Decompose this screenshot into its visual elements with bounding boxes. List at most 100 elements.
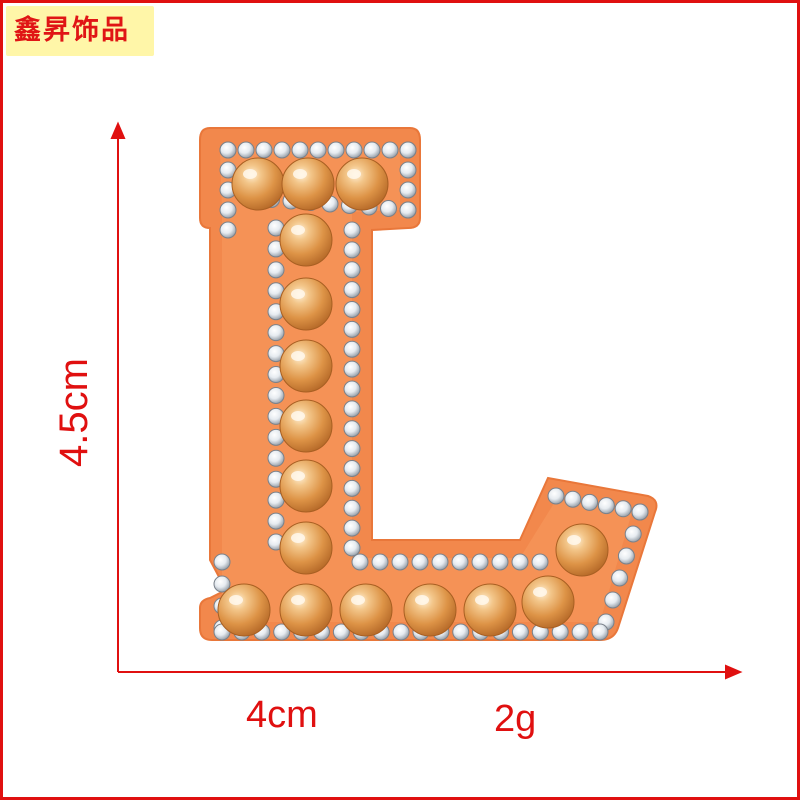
rhinestone [291,141,309,159]
pearl-highlight [475,595,489,605]
pearl-highlight [291,289,305,299]
rhinestone [343,460,361,477]
pearl-highlight [347,169,361,179]
rhinestone [604,591,622,609]
rhinestone [273,623,291,641]
rhinestone [273,141,291,159]
rhinestone [237,141,255,159]
rhinestone [452,623,470,641]
rhinestone [213,553,231,571]
pearl [339,583,393,637]
rhinestone [327,141,345,159]
pearl [279,583,333,637]
rhinestone [343,221,361,239]
pearl [281,157,335,211]
rhinestone [343,519,361,537]
rhinestone [614,500,632,518]
rhinestone [547,487,565,505]
pearl-highlight [415,595,429,605]
width-label: 4cm [246,694,318,736]
rhinestone [343,380,361,398]
height-arrow [110,121,126,672]
rhinestone [267,324,285,342]
pearl-highlight [291,471,305,481]
rhinestone [381,141,399,159]
rhinestone [343,320,361,338]
rhinestone [219,201,237,219]
pearl-highlight [293,169,307,179]
rhinestone [591,623,609,641]
rhinestone [343,479,361,497]
pearl [279,459,333,513]
rhinestone [611,569,629,587]
rhinestone [219,221,237,239]
pearl [279,277,333,331]
rhinestone [267,386,285,404]
pearl [463,583,517,637]
rhinestone [351,553,369,571]
rhinestone [343,340,361,358]
rhinestone [471,553,489,571]
pearl-highlight [243,169,257,179]
rhinestone [491,553,509,571]
weight-label: 2g [494,698,537,740]
pearl-group [217,157,609,637]
rhinestone [343,440,361,458]
pearl-highlight [291,411,305,421]
pearl [335,157,389,211]
pearl-highlight [291,225,305,235]
rhinestone [213,575,231,593]
rhinestone [380,200,397,217]
pearl [217,583,271,637]
rhinestone [363,141,381,159]
rhinestone [343,301,361,318]
rhinestone [309,141,327,159]
rhinestone [631,503,649,521]
rhinestone [267,512,285,530]
rhinestone [343,360,361,378]
rhinestone [371,553,389,571]
rhinestone [391,553,409,571]
rhinestone [564,490,582,508]
pearl [555,523,609,577]
rhinestone [345,141,363,159]
rhinestone [343,420,361,438]
rhinestone [511,553,529,571]
pearl [279,213,333,267]
rhinestone [267,261,285,279]
rhinestone [343,400,361,418]
width-arrow [118,664,743,680]
rhinestone [343,241,361,259]
rhinestone [511,623,529,641]
pearl-highlight [567,535,581,545]
pearl-highlight [291,533,305,543]
height-label: 4.5cm [52,358,96,467]
pearl [279,521,333,575]
rhinestone [219,141,237,159]
brand-name: 鑫昇饰品 [14,15,130,46]
pearl-highlight [291,595,305,605]
rhinestone [343,281,361,299]
rhinestone [255,141,273,159]
pearl [403,583,457,637]
pearl-highlight [229,595,243,605]
rhinestone [431,553,449,571]
rhinestone [571,623,589,641]
pearl [521,575,575,629]
rhinestone [451,553,469,571]
pearl-highlight [533,587,547,597]
rhinestone [581,493,599,511]
rhinestone [343,261,361,279]
brand-badge: 鑫昇饰品 [6,6,154,56]
rhinestone [392,623,410,641]
rhinestone [531,553,549,571]
rhinestone [343,499,361,517]
pearl [279,399,333,453]
pearl [231,157,285,211]
rhinestone [624,525,642,543]
rhinestone [399,141,417,159]
rhinestone [411,553,429,571]
pearl-highlight [351,595,365,605]
rhinestone [399,181,417,199]
rhinestone [617,547,635,565]
